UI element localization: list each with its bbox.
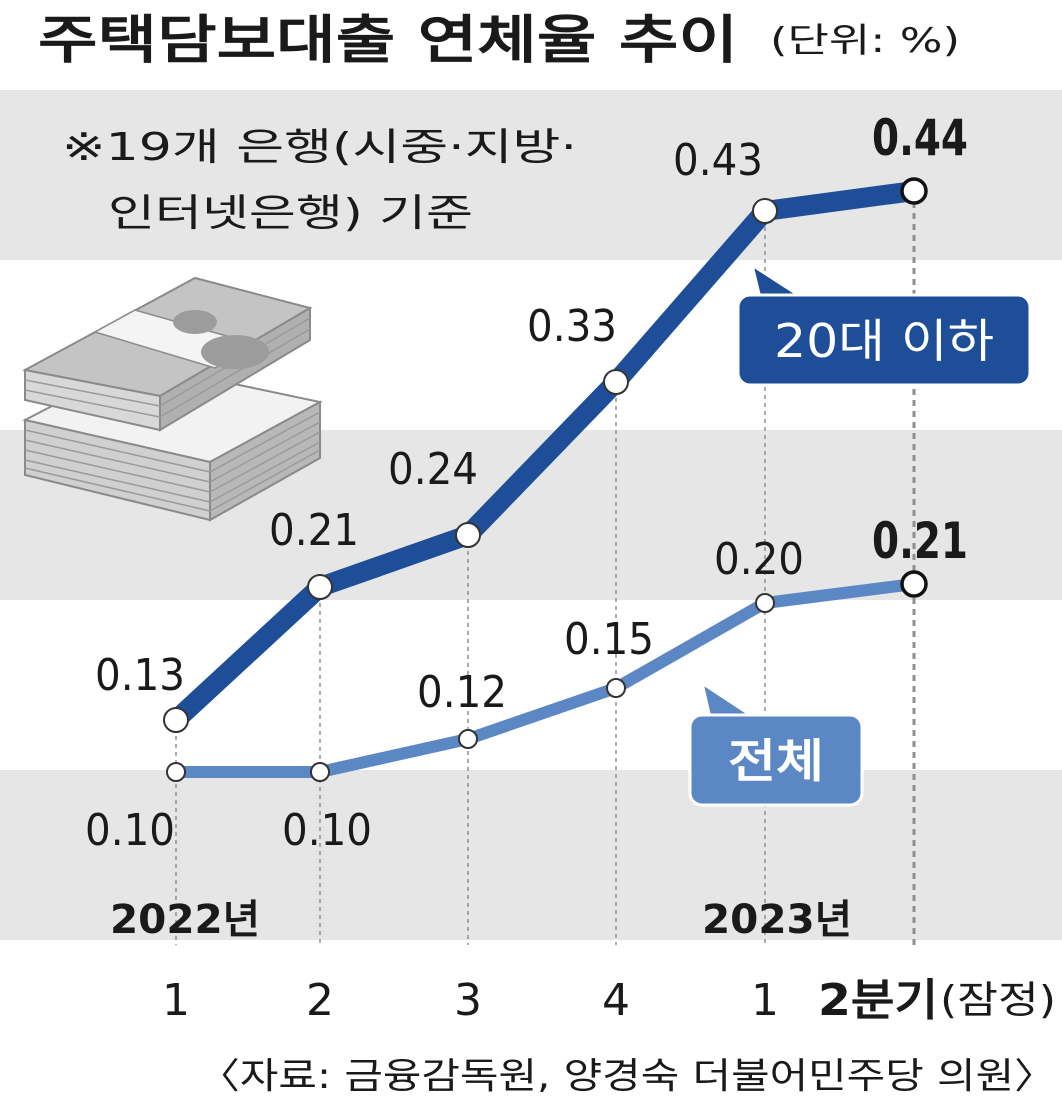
callout-pointer <box>699 679 757 720</box>
legend-box-under-20s <box>736 293 1032 387</box>
value-label: 0.24 <box>388 444 478 495</box>
data-point <box>603 369 629 395</box>
source-label: 〈자료: 금융감독원, 양경숙 더불어민주당 의원〉 <box>198 1056 1056 1097</box>
data-point <box>752 198 778 224</box>
x-axis-labels: 1 2 3 4 1 2분기 (잠정) <box>162 975 1056 1026</box>
x-tick-label: 1 <box>751 975 779 1026</box>
band <box>0 770 1062 940</box>
data-point <box>455 522 481 548</box>
data-point <box>163 707 189 733</box>
data-point <box>307 574 333 600</box>
value-label: 0.44 <box>872 109 968 167</box>
legend-label-total: 전체 <box>728 734 824 788</box>
data-point <box>900 177 928 205</box>
chart-title: 주택담보대출 연체율 추이 <box>38 11 738 71</box>
data-point <box>458 729 478 749</box>
value-label: 0.12 <box>417 667 507 718</box>
money-stack-icon <box>22 276 323 522</box>
year-label-2022: 2022년 <box>110 897 260 943</box>
x-tick-label: 1 <box>162 975 190 1026</box>
value-label: 0.33 <box>527 301 617 352</box>
series-line <box>166 181 924 730</box>
value-label: 0.20 <box>714 534 804 585</box>
note-line-1: ※19개 은행(시중·지방· <box>62 125 577 169</box>
value-label: 0.43 <box>673 135 763 186</box>
callout-pointer <box>749 261 805 300</box>
legend-box-total <box>688 713 864 807</box>
data-point <box>900 570 928 598</box>
value-label: 0.10 <box>85 805 175 856</box>
value-label: 0.15 <box>564 614 654 665</box>
series-line <box>170 578 920 778</box>
value-label: 0.21 <box>269 505 359 556</box>
x-tick-label: 2분기 <box>818 975 938 1026</box>
data-point <box>755 593 775 613</box>
x-tick-suffix: (잠정) <box>940 978 1056 1022</box>
legend-label-under-20s: 20대 이하 <box>774 314 994 368</box>
unit-label: (단위: %) <box>770 21 960 61</box>
value-label: 0.21 <box>872 512 968 570</box>
data-point <box>166 762 186 782</box>
note-line-2: 인터넷은행) 기준 <box>108 191 473 235</box>
value-label: 0.13 <box>95 650 185 701</box>
value-label: 0.10 <box>282 805 372 856</box>
year-label-2023: 2023년 <box>702 897 852 943</box>
x-tick-label: 4 <box>602 975 630 1026</box>
series-layer <box>163 177 928 782</box>
value-labels: 0.13 0.21 0.24 0.33 0.43 0.44 0.10 0.10 0.12 0.15… <box>85 109 968 856</box>
x-tick-label: 2 <box>306 975 334 1026</box>
band <box>0 90 1062 260</box>
data-point <box>606 678 626 698</box>
data-point <box>310 762 330 782</box>
x-tick-label: 3 <box>454 975 482 1026</box>
